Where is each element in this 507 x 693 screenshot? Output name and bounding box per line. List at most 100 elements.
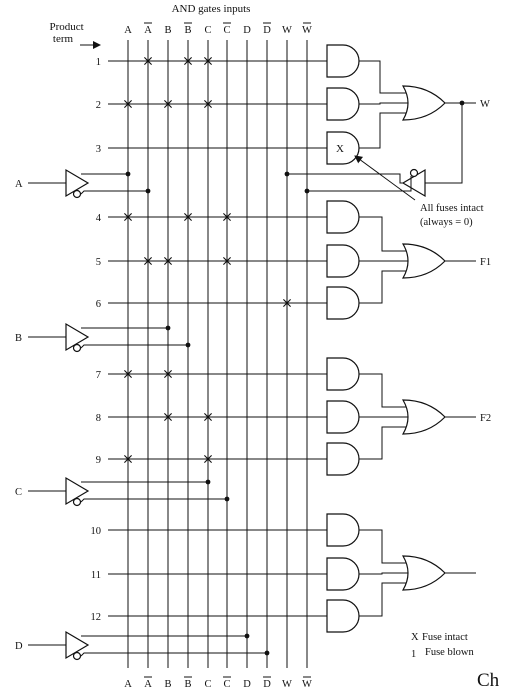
or-gates: W F1 F2: [359, 60, 491, 617]
input-buffers: A B C D: [15, 168, 270, 661]
legend-blown-label: Fuse blown: [425, 647, 474, 658]
output-label-w: W: [480, 99, 490, 110]
fuse-x-mark: [223, 213, 231, 221]
junction-dot: [165, 325, 171, 331]
column-label-top-2: B: [164, 25, 171, 36]
and-gate-3: X: [326, 131, 360, 165]
and-gate-6: [326, 286, 360, 320]
fuse-x-mark: [184, 213, 192, 221]
header-title: AND gates inputs: [172, 3, 251, 15]
and-gate-1: [326, 44, 360, 78]
or-gate-2: F1: [359, 216, 491, 304]
fuse-x-mark: [283, 299, 291, 307]
buffer-triangle: [65, 168, 90, 198]
product-term-label: Product term: [50, 21, 87, 45]
corner-text: Ch: [477, 670, 500, 691]
term-label-11: 11: [91, 570, 101, 581]
fuse-x-mark: [124, 213, 132, 221]
fuse-x-mark: [184, 57, 192, 65]
fuse-x-mark: [204, 413, 212, 421]
column-label-top-5: C: [223, 25, 230, 36]
and-gate-5: [326, 244, 360, 278]
annotation: All fuses intact (always = 0): [354, 155, 484, 228]
junction-dot: [224, 496, 230, 502]
column-label-bottom-8: W: [282, 679, 292, 690]
buffer-triangle: [65, 322, 90, 352]
annotation-arrow: [354, 155, 416, 201]
fuse-x-mark: [223, 257, 231, 265]
input-label-b: B: [15, 333, 22, 344]
fuse-x-mark: [124, 100, 132, 108]
junction-dot: [304, 188, 310, 194]
input-buffer-b: B: [15, 322, 191, 353]
column-label-bottom-1: A: [144, 679, 152, 690]
column-label-bottom-3: B: [184, 679, 191, 690]
term-label-2: 2: [96, 100, 101, 111]
annotation-line-2: (always = 0): [420, 217, 473, 228]
term-label-9: 9: [96, 455, 101, 466]
fuse-x-mark: [164, 257, 172, 265]
input-label-a: A: [15, 179, 23, 190]
output-label-f1: F1: [480, 257, 491, 268]
column-label-top-1: A: [144, 25, 152, 36]
and-gate-12: [326, 599, 360, 633]
or-gate-1: W: [359, 60, 490, 149]
term-label-3: 3: [96, 144, 101, 155]
and-gate-8: [326, 400, 360, 434]
inverter-bubble: [72, 497, 82, 507]
output-label-f2: F2: [480, 413, 491, 424]
or-gate-3: F2: [359, 373, 491, 460]
fuse-x-mark: [164, 370, 172, 378]
term-label-5: 5: [96, 257, 101, 268]
fuse-x-mark: [204, 100, 212, 108]
inverter-bubble: [72, 651, 82, 661]
and-gate-11: [326, 557, 360, 591]
and-gate-10: [326, 513, 360, 547]
term-label-12: 12: [91, 612, 102, 623]
column-label-top-3: B: [184, 25, 191, 36]
column-label-bottom-0: A: [124, 679, 132, 690]
term-label-10: 10: [91, 526, 102, 537]
fuse-x-mark: [144, 257, 152, 265]
input-buffer-d: D: [15, 630, 270, 661]
column-label-top-9: W: [302, 25, 312, 36]
input-buffer-a: A: [15, 168, 151, 199]
column-label-top-0: A: [124, 25, 132, 36]
feedback-inverter-bubble: [409, 168, 419, 178]
fuse-x-mark: [204, 57, 212, 65]
junction-dot: [284, 171, 290, 177]
term-label-8: 8: [96, 413, 101, 424]
column-label-bottom-6: D: [243, 679, 251, 690]
legend-intact-label: Fuse intact: [422, 632, 468, 643]
legend-blown-symbol: 1: [411, 649, 416, 660]
or-gate-4: [359, 529, 476, 617]
term-label-7: 7: [96, 370, 101, 381]
and-gate-7: [326, 357, 360, 391]
legend-intact-symbol: X: [411, 632, 419, 643]
term-label-4: 4: [96, 213, 102, 224]
and-gate-2: [326, 87, 360, 121]
column-label-bottom-4: C: [204, 679, 211, 690]
feedback-path: [284, 100, 465, 198]
fuse-x-mark: [124, 370, 132, 378]
and-gate-9: [326, 442, 360, 476]
junction-dot: [205, 479, 211, 485]
column-label-bottom-9: W: [302, 679, 312, 690]
column-label-bottom-5: C: [223, 679, 230, 690]
input-label-c: C: [15, 487, 22, 498]
buffer-triangle: [65, 630, 90, 660]
junction-dot: [145, 188, 151, 194]
fuse-x-mark: [144, 57, 152, 65]
input-columns: [127, 40, 308, 668]
fuse-marks: [124, 57, 291, 463]
junction-dot: [185, 342, 191, 348]
inverter-bubble: [72, 189, 82, 199]
column-label-top-8: W: [282, 25, 292, 36]
column-label-top-4: C: [204, 25, 211, 36]
junction-dot: [244, 633, 250, 639]
fuse-x-mark: [164, 100, 172, 108]
